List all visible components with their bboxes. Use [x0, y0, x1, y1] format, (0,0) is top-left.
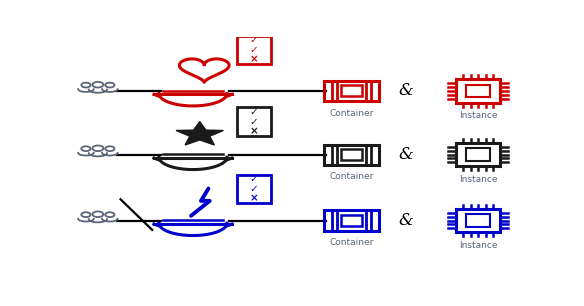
Text: ×: × — [250, 126, 258, 136]
Text: ✓: ✓ — [250, 117, 258, 127]
Bar — [324, 144, 378, 165]
Text: ×: × — [250, 193, 258, 203]
Text: ✓: ✓ — [250, 35, 258, 45]
Bar — [456, 209, 500, 232]
Bar — [341, 215, 362, 226]
Bar — [341, 149, 362, 160]
Bar — [467, 85, 490, 97]
Text: Instance: Instance — [459, 241, 498, 249]
Text: Instance: Instance — [459, 174, 498, 184]
Bar — [456, 143, 500, 166]
Text: &: & — [398, 82, 413, 99]
Bar — [324, 211, 378, 230]
Bar — [341, 85, 362, 96]
Text: ✓: ✓ — [250, 174, 258, 184]
Text: Container: Container — [329, 172, 374, 181]
Bar — [456, 79, 500, 103]
Bar — [467, 215, 490, 226]
Polygon shape — [176, 121, 224, 145]
Text: &: & — [398, 146, 413, 163]
Text: Container: Container — [329, 238, 374, 247]
Text: ✓: ✓ — [250, 45, 258, 55]
Text: ×: × — [250, 54, 258, 64]
Text: Container: Container — [329, 109, 374, 118]
Text: ✓: ✓ — [250, 184, 258, 194]
Bar — [467, 148, 490, 161]
Text: ✓: ✓ — [250, 107, 258, 117]
Text: &: & — [398, 212, 413, 229]
Text: Instance: Instance — [459, 111, 498, 120]
Bar — [324, 81, 378, 101]
